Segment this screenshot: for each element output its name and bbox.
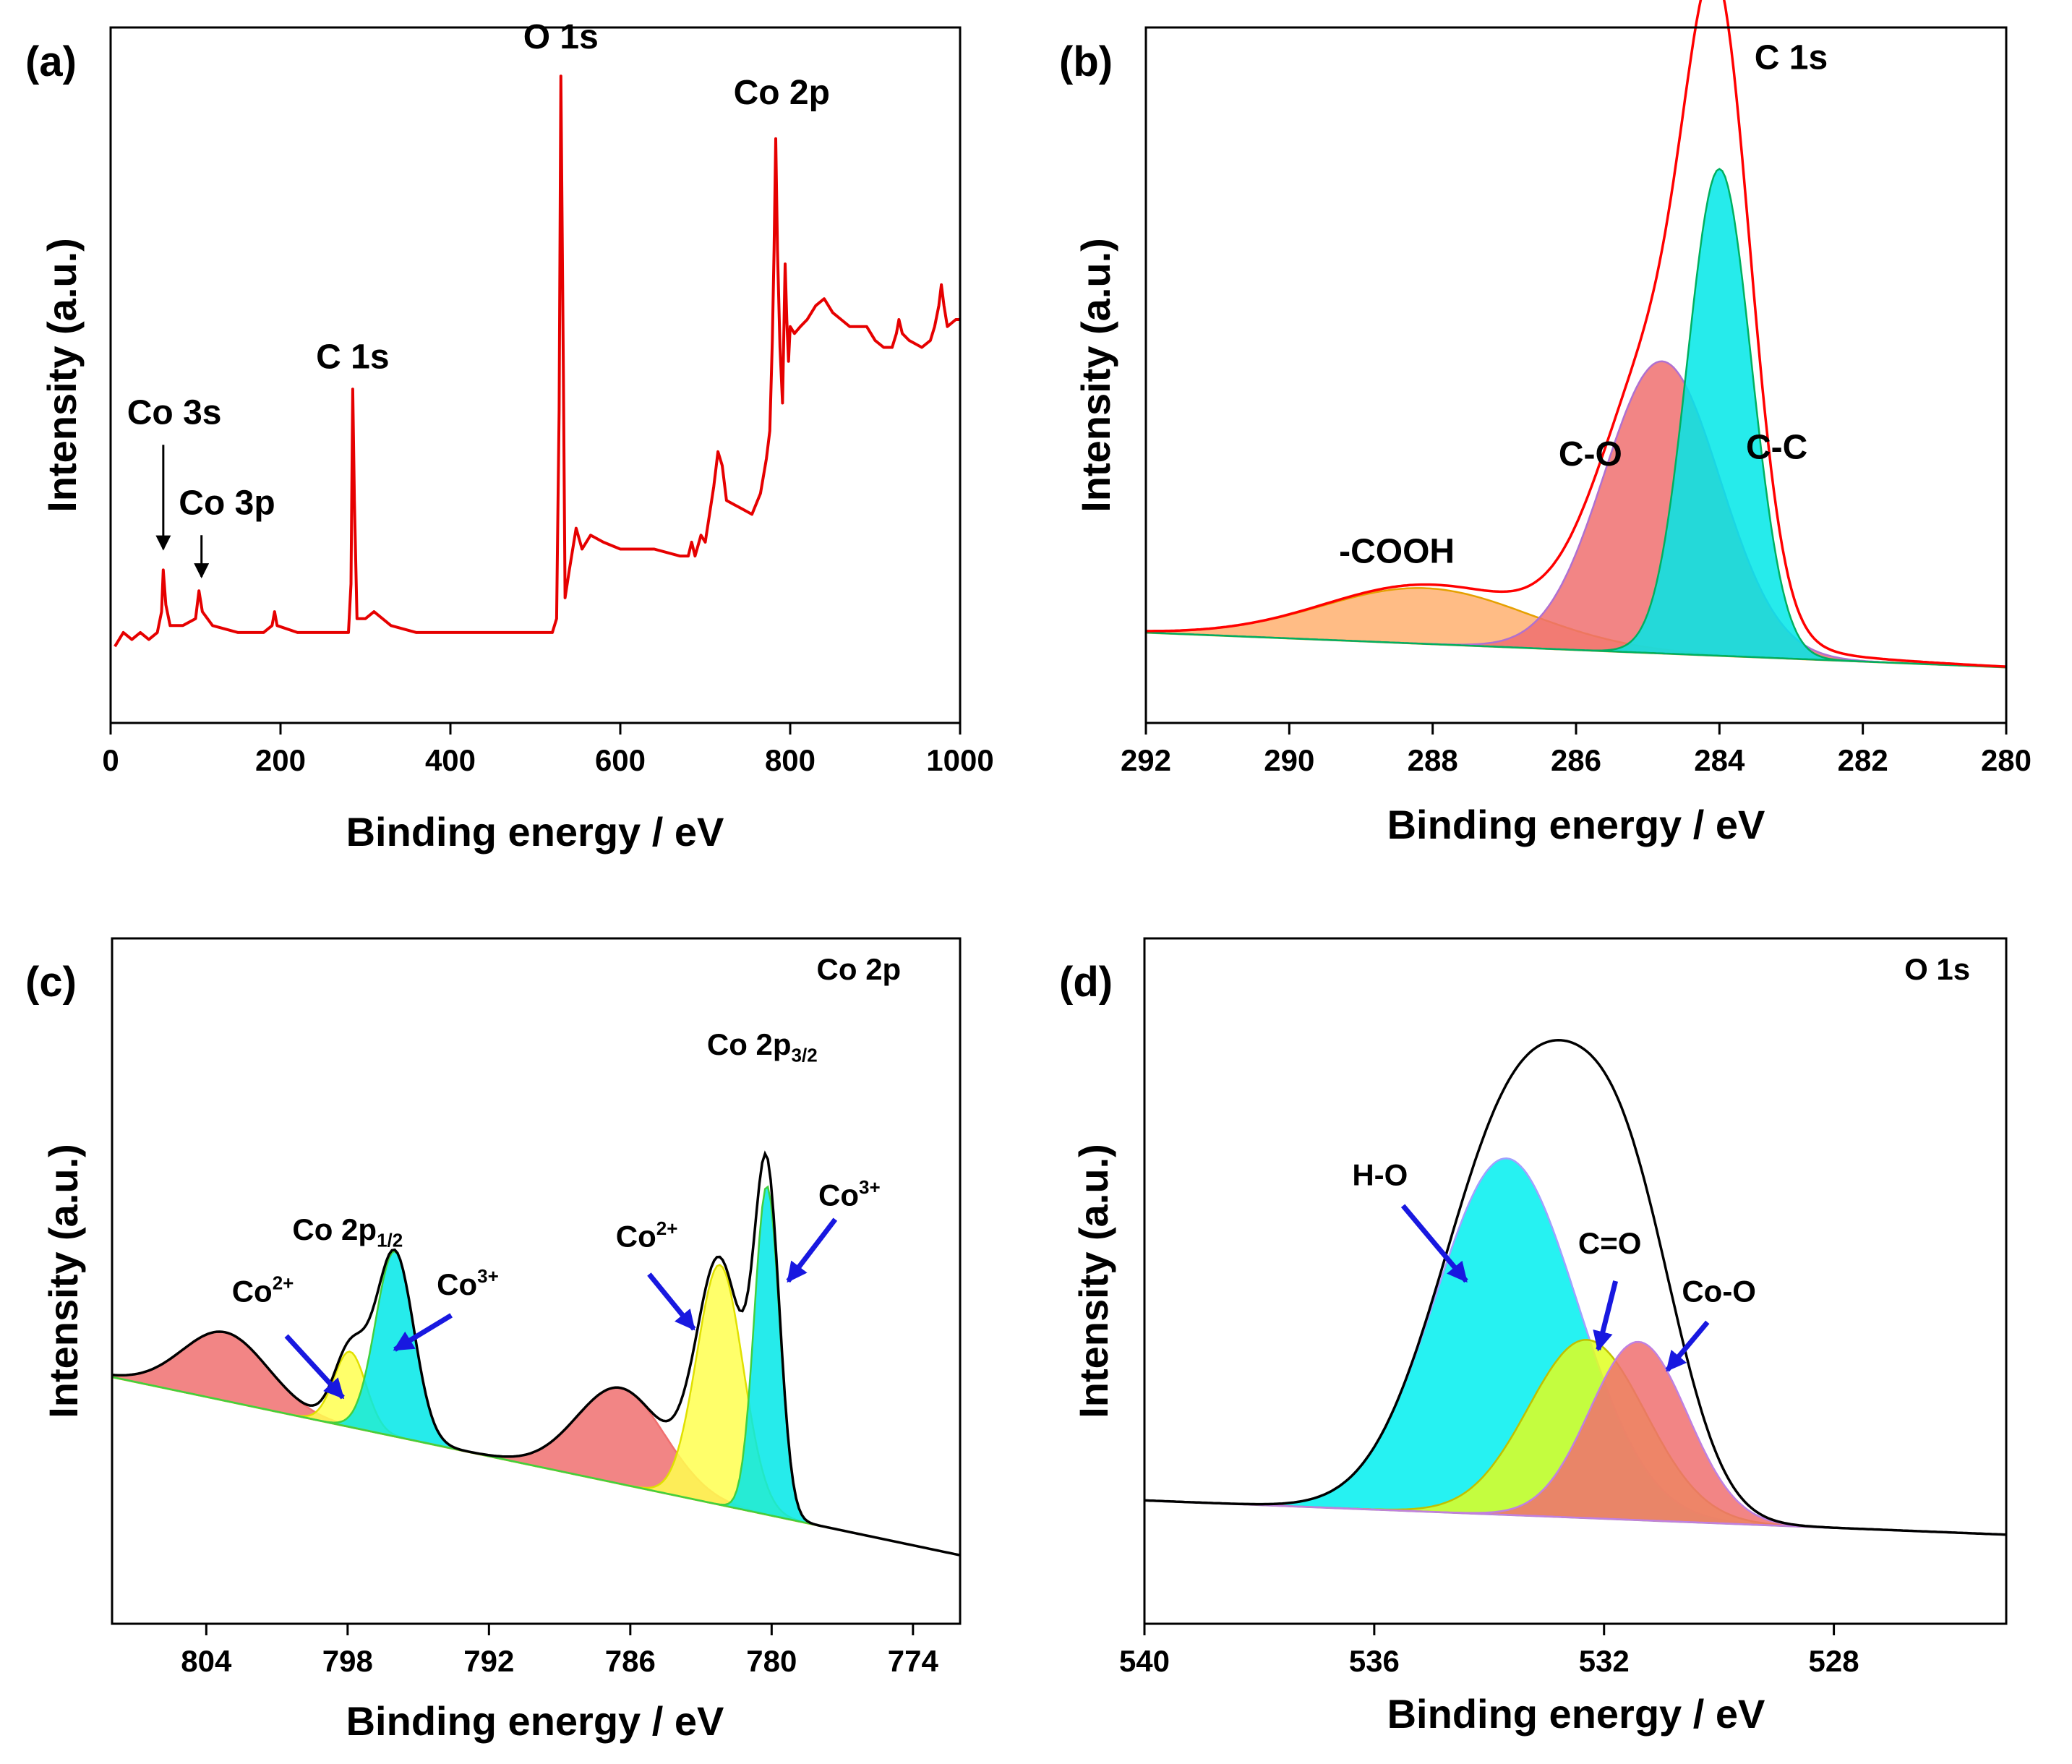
panel-label: (a) <box>25 38 77 85</box>
envelope-line <box>1144 1039 2007 1536</box>
plot-frame <box>111 937 962 1625</box>
annotations: O 1s Co 2p C 1s Co 3s Co 3p <box>127 18 830 579</box>
panel-b: (b) 292 290 288 286 284 282 280 Binding energy… <box>1059 0 2032 847</box>
x-ticks: 0 200 400 600 800 1000 <box>102 723 994 777</box>
x-tick-label: 292 <box>1121 743 1171 777</box>
panel-a: (a) 0 200 400 600 800 1000 Binding energy / e… <box>25 18 994 855</box>
x-tick-label: 280 <box>1981 743 2032 777</box>
x-tick-label: 774 <box>888 1644 939 1678</box>
panel-label: (d) <box>1059 959 1113 1006</box>
x-tick-label: 400 <box>425 743 476 777</box>
annotation-label: C 1s <box>316 338 389 376</box>
component-peak <box>111 1330 961 1557</box>
annotation-arrow <box>1665 1320 1710 1372</box>
annotation-label: O 1s <box>523 18 599 56</box>
x-axis-label: Binding energy / eV <box>1387 802 1765 847</box>
x-tick-label: 804 <box>181 1644 232 1678</box>
envelope-line <box>1146 0 2007 668</box>
annotations: O 1s H-O C=O Co-O <box>1352 952 1970 1372</box>
annotation-label: Co-O <box>1682 1274 1756 1308</box>
x-tick-label: 536 <box>1349 1644 1400 1678</box>
x-tick-label: 286 <box>1551 743 1601 777</box>
annotation-label: Co 2p <box>817 952 902 986</box>
plot-area <box>111 1150 961 1557</box>
component-peak <box>111 1264 961 1557</box>
x-ticks: 540 536 532 528 <box>1119 1624 1859 1678</box>
series-line <box>114 74 960 648</box>
annotation-arrow <box>647 1272 696 1331</box>
annotation-arrow <box>284 1334 345 1400</box>
annotation-label: Co2+ <box>232 1272 294 1309</box>
annotation-label: C-O <box>1559 435 1622 474</box>
y-axis-label: Intensity (a.u.) <box>1073 238 1118 513</box>
panel-label: (b) <box>1059 38 1113 85</box>
panel-c: (c) 804 798 792 786 780 774 Binding energy / … <box>25 937 962 1744</box>
x-ticks: 292 290 288 286 284 282 280 <box>1121 723 2032 777</box>
x-axis-label: Binding energy / eV <box>1387 1691 1765 1737</box>
x-tick-label: 780 <box>746 1644 797 1678</box>
annotations: Co 2p Co 2p3/2 Co3+ Co 2p1/2 Co3+ Co2+ Co2+ <box>232 952 902 1400</box>
annotation-label: Co 3p <box>179 484 275 522</box>
annotation-label: O 1s <box>1904 952 1970 986</box>
plot-area <box>1144 0 2007 669</box>
plot-frame <box>109 26 962 724</box>
annotation-label: Co 3s <box>127 393 222 432</box>
plot-area <box>1144 1039 2007 1536</box>
annotation-arrow <box>1400 1204 1468 1283</box>
x-tick-label: 284 <box>1694 743 1745 777</box>
annotation-label: Co3+ <box>818 1176 881 1212</box>
x-tick-label: 800 <box>765 743 815 777</box>
annotation-label: -COOH <box>1339 533 1455 571</box>
plot-area <box>114 74 960 648</box>
x-axis-label: Binding energy / eV <box>346 1698 724 1744</box>
y-axis-label: Intensity (a.u.) <box>1071 1144 1116 1418</box>
x-tick-label: 290 <box>1264 743 1314 777</box>
annotation-arrow <box>1593 1280 1619 1352</box>
x-tick-label: 540 <box>1119 1644 1170 1678</box>
x-tick-label: 600 <box>595 743 646 777</box>
x-tick-label: 200 <box>255 743 306 777</box>
x-tick-label: 0 <box>102 743 119 777</box>
annotation-label: H-O <box>1352 1157 1408 1191</box>
x-tick-label: 282 <box>1838 743 1888 777</box>
y-axis-label: Intensity (a.u.) <box>39 238 85 513</box>
x-ticks: 804 798 792 786 780 774 <box>181 1624 939 1678</box>
annotation-label: Co2+ <box>616 1217 678 1254</box>
annotation-arrow <box>393 1313 453 1352</box>
x-axis-label: Binding energy / eV <box>346 809 724 855</box>
x-tick-label: 1000 <box>926 743 993 777</box>
annotation-label: Co 2p <box>734 74 830 112</box>
annotation-label: C 1s <box>1755 39 1828 77</box>
annotation-label: C-C <box>1746 428 1807 466</box>
x-tick-label: 288 <box>1408 743 1458 777</box>
annotations: C 1s C-O C-C -COOH <box>1339 39 1828 571</box>
x-tick-label: 792 <box>463 1644 514 1678</box>
annotation-label: Co3+ <box>437 1265 499 1301</box>
panel-d: (d) 540 536 532 528 Binding energy / eV Int… <box>1059 937 2008 1737</box>
x-tick-label: 532 <box>1579 1644 1630 1678</box>
annotation-label: Co 2p1/2 <box>292 1212 403 1251</box>
annotation-arrow <box>786 1217 838 1283</box>
panel-label: (c) <box>25 959 77 1006</box>
x-tick-label: 798 <box>322 1644 373 1678</box>
annotation-label: Co 2p3/2 <box>707 1027 818 1066</box>
envelope-line <box>111 1150 961 1557</box>
annotation-label: C=O <box>1578 1226 1642 1260</box>
x-tick-label: 528 <box>1809 1644 1859 1678</box>
x-tick-label: 786 <box>605 1644 656 1678</box>
plot-frame <box>1143 937 2008 1625</box>
y-axis-label: Intensity (a.u.) <box>40 1144 86 1418</box>
